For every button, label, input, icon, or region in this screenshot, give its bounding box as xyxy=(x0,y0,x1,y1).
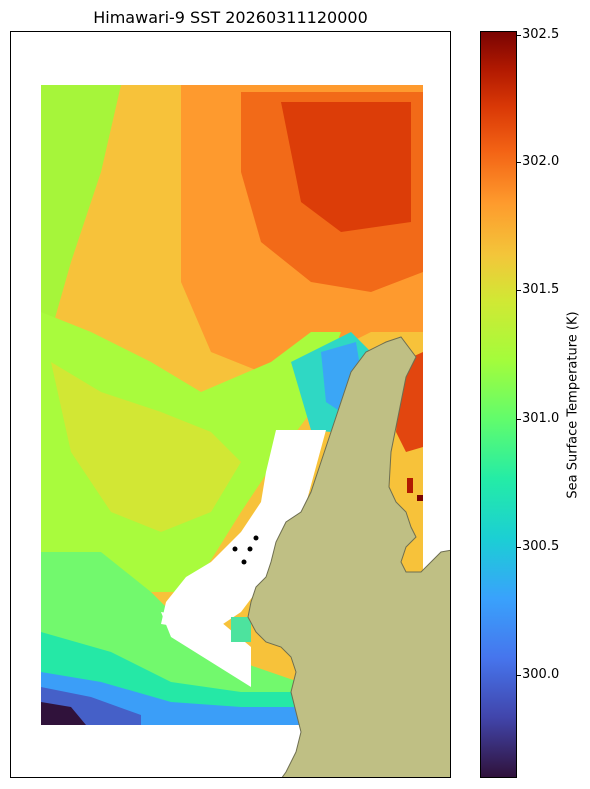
colorbar xyxy=(480,31,517,778)
colorbar-tick-label: 301.5 xyxy=(522,282,560,297)
colorbar-tick xyxy=(517,290,521,291)
colorbar-tick xyxy=(517,547,521,548)
map-panel xyxy=(10,31,451,778)
colorbar-label: Sea Surface Temperature (K) xyxy=(565,311,581,499)
island-dots xyxy=(232,535,259,565)
colorbar-tick-label: 300.0 xyxy=(522,667,560,682)
sst-raster xyxy=(41,85,423,725)
sst-map xyxy=(41,85,450,777)
colorbar-tick xyxy=(517,162,521,163)
land-mass xyxy=(247,336,450,777)
colorbar-tick xyxy=(517,419,521,420)
colorbar-tick-label: 302.5 xyxy=(522,27,560,42)
colorbar-tick-label: 302.0 xyxy=(522,154,560,169)
colorbar-tick-label: 300.5 xyxy=(522,539,560,554)
map-title: Himawari-9 SST 20260311120000 xyxy=(93,8,368,27)
colorbar-tick-label: 301.0 xyxy=(522,411,560,426)
colorbar-tick xyxy=(517,35,521,36)
colorbar-tick xyxy=(517,675,521,676)
